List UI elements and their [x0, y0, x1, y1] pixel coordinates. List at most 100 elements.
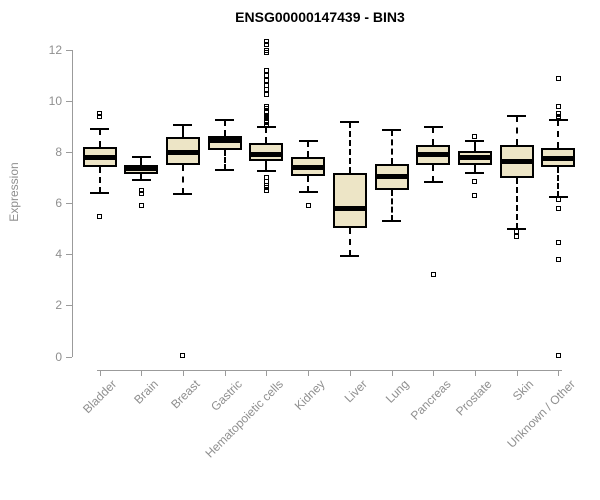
outlier-point-skin — [514, 228, 520, 234]
x-tick-label-skin: Skin — [510, 377, 537, 404]
whisker-cap-upper-unknown-other — [548, 119, 568, 122]
whisker-cap-upper-skin — [507, 115, 527, 118]
x-tick-label-breast: Breast — [168, 377, 203, 412]
whisker-stem-upper-unknown-other — [557, 120, 560, 149]
whisker-stem-upper-breast — [181, 125, 184, 137]
median-line-hematopoietic-cells — [249, 152, 284, 158]
outlier-point-unknown-other — [555, 205, 561, 211]
whisker-cap-upper-breast — [173, 124, 193, 127]
outlier-point-hematopoietic-cells — [263, 47, 269, 53]
outlier-point-hematopoietic-cells — [263, 185, 269, 191]
outlier-point-prostate — [472, 134, 478, 140]
y-tick — [66, 356, 72, 358]
whisker-stem-upper-lung — [390, 130, 393, 164]
x-axis-line — [97, 370, 562, 371]
outlier-point-hematopoietic-cells — [263, 106, 269, 112]
whisker-cap-lower-pancreas — [423, 180, 443, 183]
y-tick — [66, 254, 72, 256]
outlier-point-breast — [180, 352, 186, 358]
whisker-cap-upper-brain — [131, 156, 151, 159]
whisker-cap-upper-hematopoietic-cells — [256, 125, 276, 128]
outlier-point-hematopoietic-cells — [263, 187, 269, 193]
y-tick-label: 8 — [55, 145, 62, 160]
outlier-point-brain — [138, 190, 144, 196]
outlier-point-hematopoietic-cells — [263, 175, 269, 181]
median-line-breast — [165, 149, 200, 155]
outlier-point-unknown-other — [555, 256, 561, 262]
outlier-point-unknown-other — [555, 240, 561, 246]
whisker-cap-upper-pancreas — [423, 125, 443, 128]
whisker-stem-lower-liver — [348, 227, 351, 256]
whisker-stem-lower-prostate — [473, 164, 476, 173]
box-liver — [332, 172, 367, 228]
median-line-unknown-other — [541, 156, 576, 162]
chart-title: ENSG00000147439 - BIN3 — [235, 9, 405, 25]
whisker-stem-upper-kidney — [307, 140, 310, 158]
whisker-cap-upper-lung — [382, 129, 402, 132]
outlier-point-hematopoietic-cells — [263, 38, 269, 44]
x-tick — [182, 371, 184, 376]
whisker-cap-lower-unknown-other — [548, 195, 568, 198]
whisker-cap-lower-kidney — [298, 190, 318, 193]
outlier-point-hematopoietic-cells — [263, 92, 269, 98]
outlier-point-hematopoietic-cells — [263, 73, 269, 79]
outlier-point-brain — [138, 203, 144, 209]
y-tick — [66, 203, 72, 205]
whisker-cap-lower-hematopoietic-cells — [256, 170, 276, 173]
y-tick-label: 12 — [48, 43, 62, 57]
outlier-point-prostate — [472, 179, 478, 185]
outlier-point-unknown-other — [555, 113, 561, 119]
median-line-pancreas — [416, 152, 451, 158]
x-tick-label-hematopoietic-cells: Hematopoietic cells — [202, 377, 287, 461]
whisker-cap-lower-breast — [173, 193, 193, 196]
whisker-stem-upper-gastric — [223, 120, 226, 136]
whisker-cap-upper-prostate — [465, 139, 485, 142]
median-line-kidney — [291, 164, 326, 170]
y-tick-label: 6 — [55, 196, 62, 211]
x-tick — [224, 371, 226, 376]
whisker-stem-lower-skin — [515, 177, 518, 229]
whisker-cap-upper-liver — [340, 120, 360, 123]
x-tick — [474, 371, 476, 376]
outlier-point-kidney — [305, 203, 311, 209]
x-tick — [516, 371, 518, 376]
x-tick — [266, 371, 268, 376]
whisker-stem-lower-pancreas — [432, 164, 435, 182]
outlier-point-bladder — [97, 111, 102, 117]
x-tick-label-kidney: Kidney — [292, 377, 329, 413]
median-line-prostate — [457, 154, 492, 160]
y-axis-label: Expression — [7, 162, 21, 222]
x-tick — [558, 371, 560, 376]
outlier-point-hematopoietic-cells — [263, 103, 269, 109]
outlier-point-brain — [138, 187, 144, 193]
whisker-stem-upper-liver — [348, 121, 351, 173]
x-tick — [349, 371, 351, 376]
whisker-cap-lower-brain — [131, 179, 151, 182]
y-tick — [66, 50, 72, 51]
median-line-bladder — [82, 154, 117, 160]
median-line-gastric — [207, 138, 242, 144]
whisker-cap-lower-bladder — [90, 192, 109, 195]
y-tick — [66, 152, 72, 154]
x-tick-label-pancreas: Pancreas — [407, 377, 454, 423]
y-tick-label: 0 — [55, 349, 62, 364]
whisker-stem-lower-brain — [140, 173, 143, 181]
outlier-point-unknown-other — [555, 196, 561, 202]
whisker-stem-upper-bladder — [98, 129, 101, 148]
outlier-point-unknown-other — [555, 103, 561, 109]
median-line-brain — [124, 166, 159, 172]
x-tick-label-lung: Lung — [382, 377, 412, 406]
whisker-stem-lower-hematopoietic-cells — [265, 161, 268, 172]
y-tick-label: 10 — [48, 94, 62, 109]
outlier-point-hematopoietic-cells — [263, 108, 269, 114]
x-tick-label-bladder: Bladder — [80, 377, 120, 417]
whisker-cap-upper-bladder — [90, 128, 109, 131]
outlier-point-unknown-other — [555, 111, 561, 117]
whisker-stem-lower-breast — [181, 164, 184, 195]
whisker-stem-lower-unknown-other — [557, 167, 560, 197]
x-tick-label-prostate: Prostate — [453, 377, 495, 419]
y-tick-label: 4 — [55, 247, 62, 262]
whisker-cap-lower-prostate — [465, 171, 485, 174]
x-tick — [141, 371, 143, 376]
whisker-cap-lower-liver — [340, 254, 360, 257]
